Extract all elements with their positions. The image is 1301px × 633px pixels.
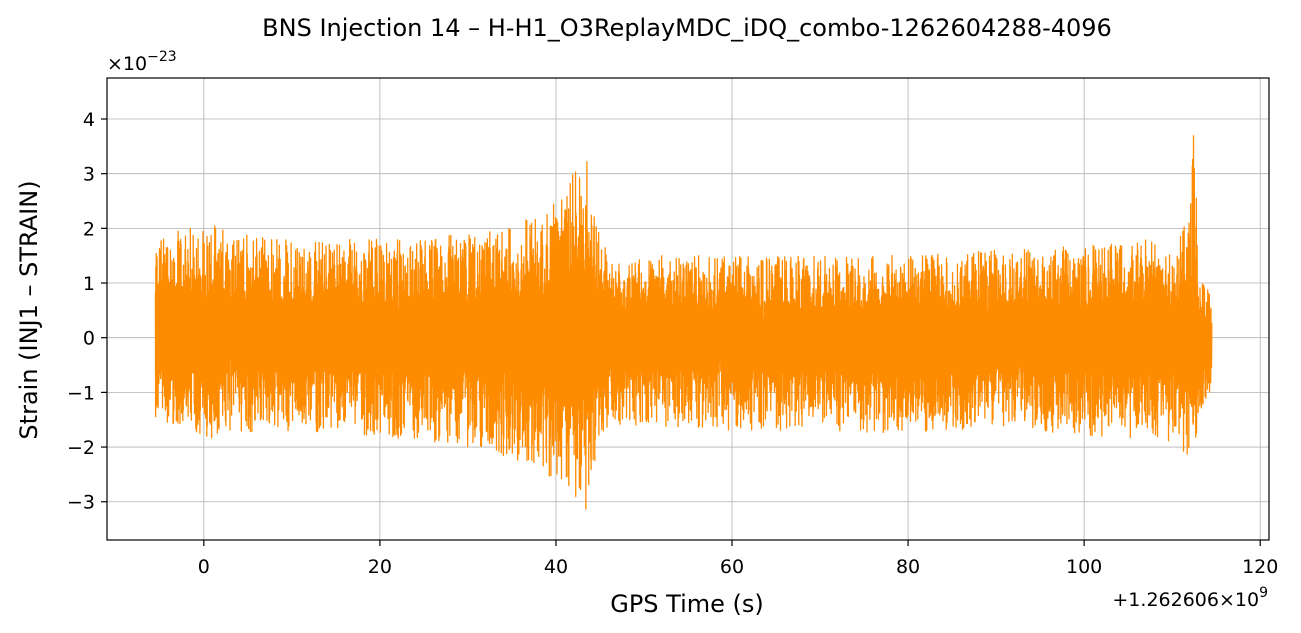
- x-tick-label: 60: [720, 556, 744, 578]
- x-tick-label: 40: [544, 556, 568, 578]
- x-offset-label: +1.262606×109: [1112, 585, 1268, 611]
- chart-title: BNS Injection 14 – H-H1_O3ReplayMDC_iDQ_…: [262, 14, 1112, 42]
- strain-series-line: [154, 135, 1213, 510]
- y-tick-label: 1: [83, 273, 95, 295]
- y-axis-label: Strain (INJ1 – STRAIN): [15, 180, 43, 439]
- y-tick-label: 2: [83, 218, 95, 240]
- x-tick-label: 0: [198, 556, 210, 578]
- y-scale-multiplier: ×10−23: [107, 49, 177, 75]
- x-tick-label: 20: [368, 556, 392, 578]
- y-tick-label: 3: [83, 164, 95, 186]
- x-axis-label: GPS Time (s): [610, 590, 764, 618]
- axis-ticks: 0 20 40 60 80 100 120 −3 −2 −1 0 1 2 3 4: [67, 109, 1278, 578]
- x-tick-label: 120: [1242, 556, 1278, 578]
- y-tick-label: 4: [83, 109, 95, 131]
- plot-area-frame: [106, 77, 1270, 541]
- x-tick-label: 100: [1066, 556, 1102, 578]
- x-tick-label: 80: [896, 556, 920, 578]
- y-tick-label: 0: [83, 328, 95, 350]
- y-tick-label: −2: [67, 437, 95, 459]
- y-tick-label: −3: [67, 492, 95, 514]
- series-layer: [154, 135, 1213, 510]
- y-tick-label: −1: [67, 382, 95, 404]
